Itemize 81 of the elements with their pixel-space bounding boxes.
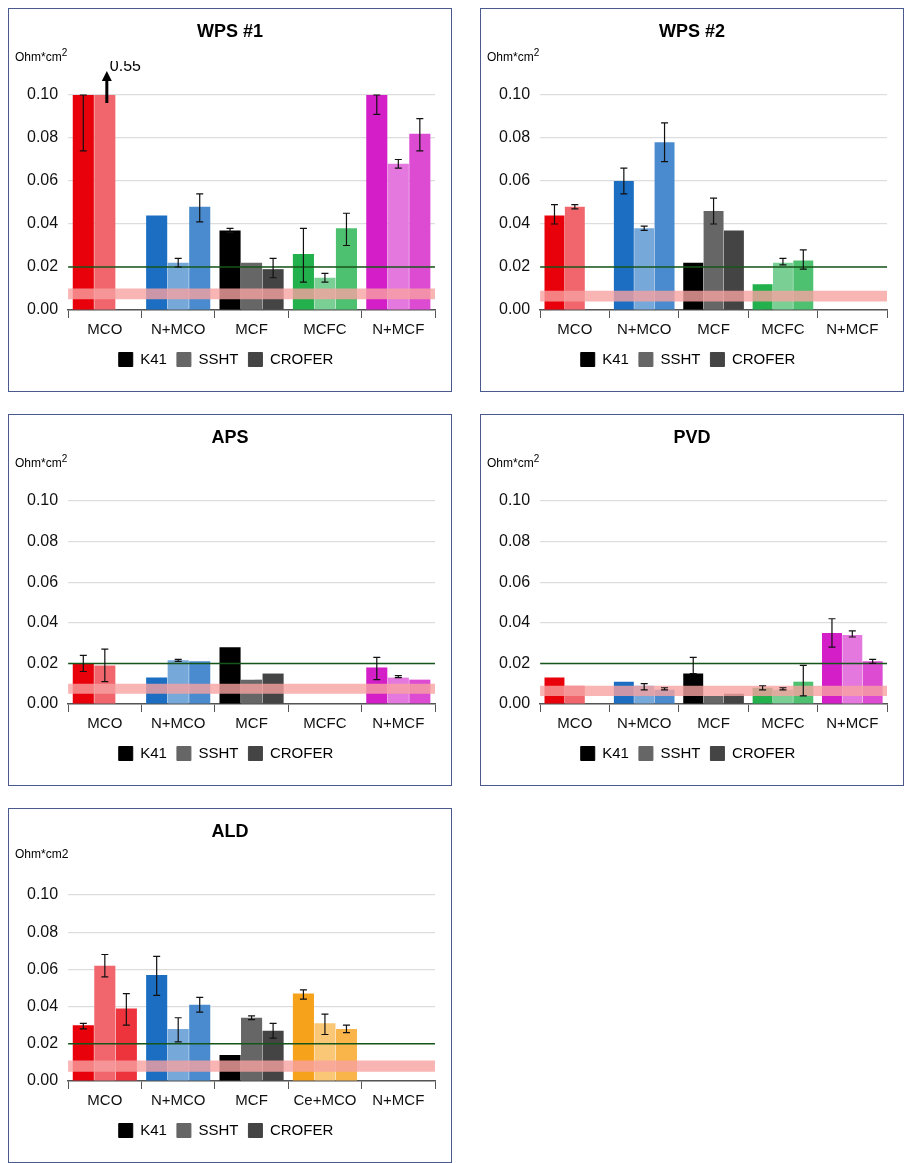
x-tick-label: N+MCO [616,714,672,732]
legend-label: CROFER [269,1120,334,1138]
y-tick-label: 0.04 [499,214,531,232]
chart-title: PVD [672,427,712,448]
x-tick-label: N+MCF [372,714,425,732]
chart-title: WPS #1 [196,21,264,42]
y-tick-label: 0.06 [27,572,59,590]
legend-label: CROFER [731,743,796,761]
legend-label: CROFER [731,349,796,367]
legend-label: K41 [602,743,629,761]
y-tick-label: 0.10 [27,885,59,903]
x-tick-label: MCF [697,320,730,338]
y-tick-label: 0.08 [27,128,59,146]
chart-title: WPS #2 [658,21,726,42]
x-tick-label: MCFC [303,714,347,732]
legend-label: K41 [140,743,167,761]
y-tick-label: 0.02 [27,257,59,275]
y-axis-title: Ohm*cm$^{2}$ [487,47,540,64]
y-tick-label: 0.10 [27,491,59,509]
legend-label: SSHT [198,1120,239,1138]
y-axis-title: Ohm*cm$^{2}$ [15,47,68,64]
x-tick-label: N+MCF [826,714,879,732]
y-tick-label: 0.08 [499,532,531,550]
y-tick-label: 0.04 [27,214,59,232]
chart-title: APS [210,427,250,448]
legend-label: SSHT [660,743,701,761]
y-tick-label: 0.06 [499,171,531,189]
legend-label: SSHT [660,349,701,367]
legend-label: SSHT [198,349,239,367]
y-tick-label: 0.08 [27,532,59,550]
y-tick-label: 0.04 [27,997,59,1015]
y-tick-label: 0.00 [27,300,59,318]
x-tick-label: N+MCO [150,714,206,732]
y-axis-title: Ohm*cm$^{2}$ [15,453,68,470]
y-tick-label: 0.06 [27,171,59,189]
y-tick-label: 0.04 [27,613,59,631]
x-tick-label: N+MCF [826,320,879,338]
y-tick-label: 0.00 [27,694,59,712]
x-tick-label: MCFC [761,714,805,732]
y-tick-label: 0.02 [499,257,531,275]
x-tick-label: MCO [87,320,123,338]
x-tick-label: N+MCO [150,1091,206,1109]
x-tick-label: MCFC [303,320,347,338]
x-tick-label: MCO [557,714,593,732]
y-tick-label: 0.00 [499,694,531,712]
x-tick-label: MCFC [761,320,805,338]
legend-label: K41 [602,349,629,367]
chart-title: ALD [210,821,250,842]
y-tick-label: 0.00 [27,1071,59,1089]
legend-label: K41 [140,349,167,367]
y-axis-title: Ohm*cm2 [15,847,69,861]
y-tick-label: 0.10 [499,491,531,509]
y-tick-label: 0.06 [499,572,531,590]
x-tick-label: MCF [697,714,730,732]
legend-label: CROFER [269,349,334,367]
x-tick-label: MCO [87,1091,123,1109]
y-tick-label: 0.02 [27,1034,59,1052]
x-tick-label: N+MCF [372,1091,425,1109]
y-tick-label: 0.10 [499,85,531,103]
x-tick-label: MCF [235,1091,268,1109]
y-tick-label: 0.06 [27,959,59,977]
x-tick-label: N+MCF [372,320,425,338]
y-axis-title: Ohm*cm$^{2}$ [487,453,540,470]
y-tick-label: 0.00 [499,300,531,318]
legend-label: SSHT [198,743,239,761]
legend-label: CROFER [269,743,334,761]
y-tick-label: 0.08 [27,922,59,940]
annotation: 0.55 [109,57,142,75]
x-tick-label: MCF [235,320,268,338]
x-tick-label: MCO [87,714,123,732]
x-tick-label: MCO [557,320,593,338]
x-tick-label: N+MCO [150,320,206,338]
x-tick-label: MCF [235,714,268,732]
y-tick-label: 0.02 [27,653,59,671]
legend-label: K41 [140,1120,167,1138]
x-tick-label: N+MCO [616,320,672,338]
y-tick-label: 0.08 [499,128,531,146]
y-tick-label: 0.04 [499,613,531,631]
y-tick-label: 0.02 [499,653,531,671]
x-tick-label: Ce+MCO [293,1091,357,1109]
y-tick-label: 0.10 [27,85,59,103]
